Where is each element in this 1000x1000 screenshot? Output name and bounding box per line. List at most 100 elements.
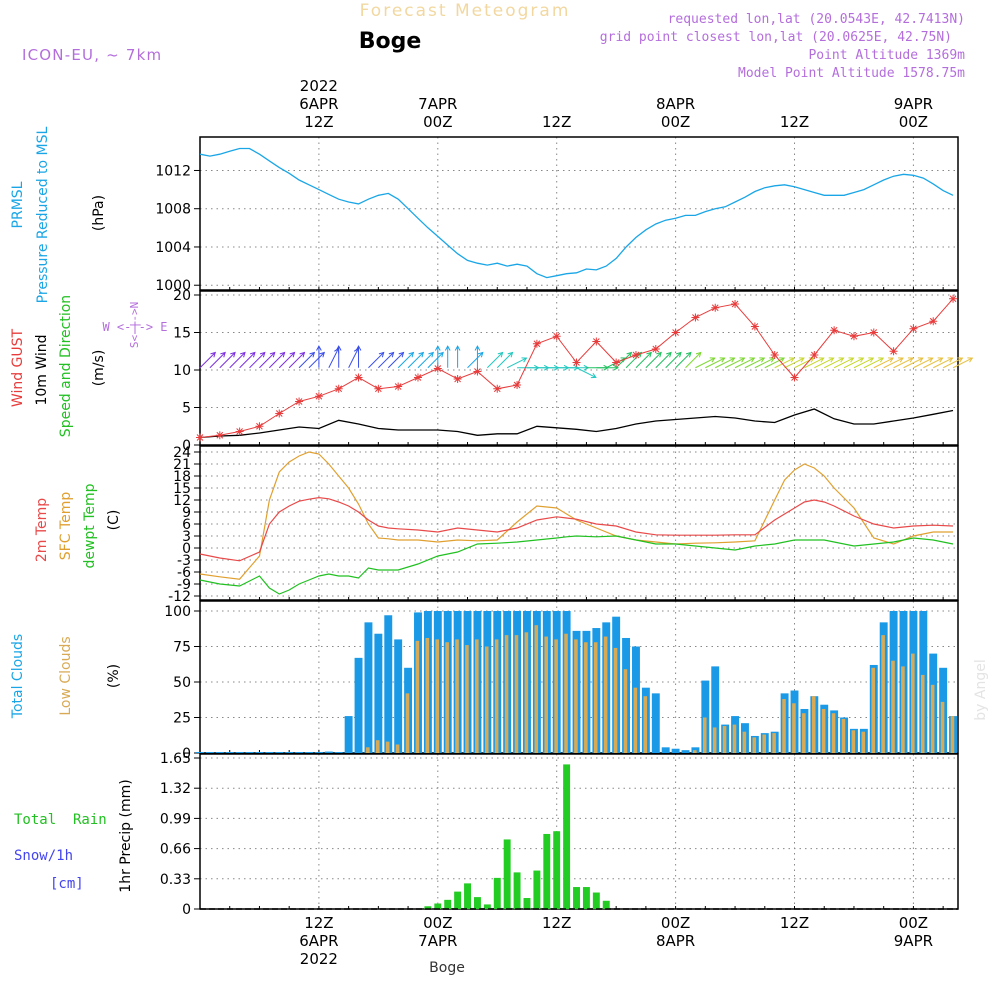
wind-ytick-label: 15: [173, 326, 191, 342]
wind-gust-marker: [196, 433, 204, 442]
wind-arrow-head: [779, 357, 786, 363]
wind-speed-dir-label: Speed and Direction: [58, 295, 74, 437]
wind-arrow: [665, 352, 682, 369]
wind-gust-marker: [572, 358, 581, 367]
total-cloud-bar: [681, 750, 690, 753]
wind-arrow: [219, 352, 236, 369]
total-cloud-bar: [671, 748, 680, 753]
pressure-frame: [199, 136, 959, 291]
wind-arrow: [903, 357, 924, 369]
wind-arrow-head: [719, 357, 726, 363]
wind-arrow: [952, 357, 973, 369]
point-altitude: Point Altitude 1369m: [808, 48, 965, 63]
wind-gust-marker: [413, 373, 422, 382]
low-cloud-bar: [792, 703, 796, 753]
low-cloud-bar: [772, 733, 776, 753]
total-cloud-bar: [344, 716, 353, 753]
wind-arrow: [824, 357, 844, 369]
wind-gust-marker: [592, 337, 601, 346]
clouds-ytick-label: 100: [164, 604, 191, 620]
wind-arrow-head: [967, 357, 974, 363]
bottom-time-label: 12Z: [304, 914, 333, 932]
wind-unit-label: (m/s): [91, 350, 107, 387]
wind-arrow-head: [418, 351, 425, 358]
low-cloud-bar: [782, 699, 786, 753]
wind-arrow: [407, 352, 424, 369]
wind-gust-marker: [552, 332, 561, 341]
wind-gust-marker: [711, 303, 720, 312]
wind-gust-marker: [750, 322, 759, 331]
wind-arrow: [328, 348, 339, 368]
rain-bar: [454, 891, 462, 909]
wind-arrow: [863, 357, 884, 369]
total-cloud-bar: [384, 615, 393, 753]
wind-arrow-head: [259, 351, 266, 358]
wind-arrow-head: [695, 351, 702, 358]
wind-arrow-head: [828, 357, 835, 363]
temp-ytick-label: 3: [182, 529, 191, 545]
wind-arrow-head: [408, 351, 415, 358]
low-cloud-bar: [712, 727, 717, 753]
sfc-temp-line: [199, 451, 953, 580]
precip-ytick-label: 0.66: [160, 842, 191, 858]
pressure-msl-label: Pressure Reduced to MSL: [35, 126, 51, 303]
wind-arrow-head: [729, 357, 736, 363]
wind-gust-marker: [334, 384, 343, 393]
wind-arrow-head: [434, 345, 441, 351]
wind-arrow-head: [656, 351, 662, 358]
wind-ytick-label: 5: [182, 401, 191, 417]
wind-gust-marker: [275, 409, 284, 418]
low-cloud-bar: [465, 645, 469, 753]
total-cloud-bar: [354, 657, 363, 753]
wind-arrow-head: [438, 351, 444, 358]
total-cloud-bar: [364, 622, 373, 753]
temp-ytick-label: 18: [173, 469, 191, 485]
dewpt-line: [199, 535, 954, 595]
total-cloud-bar: [324, 751, 333, 753]
temp-ytick-label: -6: [177, 565, 191, 581]
bottom-time-label: 2022: [300, 950, 338, 968]
low-cloud-bar: [861, 731, 866, 753]
total-cloud-bar: [711, 666, 720, 753]
rain-bar: [602, 900, 610, 909]
temp-ytick-label: -3: [177, 553, 191, 569]
wind-gust-marker: [790, 373, 799, 382]
total-cloud-bar: [374, 633, 383, 753]
top-time-label: 2022: [300, 77, 338, 95]
wind-arrow: [675, 352, 692, 369]
wind-arrow-head: [428, 351, 434, 358]
wind-arrow-head: [685, 351, 692, 358]
total-clouds-label: Total Clouds: [10, 634, 26, 719]
low-cloud-bar: [415, 640, 420, 753]
wind-gust-marker: [691, 313, 700, 322]
precip-ytick-label: 0.33: [160, 872, 191, 888]
wind-arrow-head: [947, 357, 954, 363]
wind-gust-marker: [909, 324, 918, 333]
wind-arrow-head: [848, 357, 855, 363]
wind-arrow-head: [335, 345, 342, 351]
top-time-label: 6APR: [299, 95, 338, 113]
rain-bar: [444, 899, 452, 909]
wind-gust-marker: [235, 427, 244, 436]
wind-gust-marker: [314, 392, 323, 401]
temp-ytick-label: 15: [173, 481, 191, 497]
clouds-ytick-label: 50: [173, 675, 191, 691]
low-cloud-bar: [881, 635, 885, 753]
wind-arrow: [209, 352, 226, 369]
wind-arrow: [259, 352, 276, 369]
wind-arrow: [645, 352, 662, 369]
low-cloud-bar: [564, 633, 568, 753]
bottom-time-label: 9APR: [894, 932, 933, 950]
wind-arrow: [685, 352, 702, 369]
wind-arrow: [853, 357, 874, 369]
low-cloud-bar: [584, 642, 588, 753]
wind-arrow-head: [355, 345, 362, 351]
rain-bar: [533, 870, 541, 909]
temp-2m-label: 2m Temp: [34, 498, 50, 562]
wind-gust-marker: [374, 384, 383, 393]
low-cloud-bar: [633, 687, 638, 753]
low-cloud-bar: [603, 636, 608, 753]
low-cloud-bar: [762, 734, 766, 753]
wind-gust-marker: [830, 326, 839, 335]
wind-arrow-head: [388, 351, 395, 358]
